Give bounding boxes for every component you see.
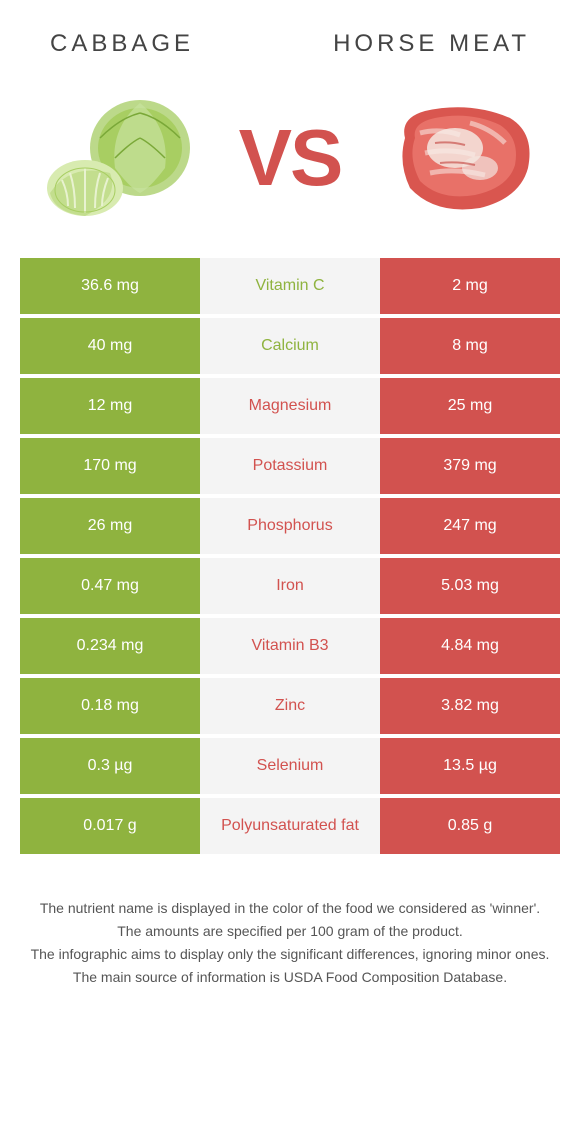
- table-row: 12 mgMagnesium25 mg: [20, 378, 560, 434]
- footer-line: The amounts are specified per 100 gram o…: [30, 921, 550, 942]
- value-left: 36.6 mg: [20, 258, 200, 314]
- nutrient-label: Iron: [200, 558, 380, 614]
- nutrient-label: Selenium: [200, 738, 380, 794]
- value-right: 3.82 mg: [380, 678, 560, 734]
- comparison-table: 36.6 mgVitamin C2 mg40 mgCalcium8 mg12 m…: [20, 258, 560, 854]
- value-left: 170 mg: [20, 438, 200, 494]
- footer-line: The infographic aims to display only the…: [30, 944, 550, 965]
- value-right: 2 mg: [380, 258, 560, 314]
- footer-line: The nutrient name is displayed in the co…: [30, 898, 550, 919]
- title-right: Horse meat: [333, 30, 530, 58]
- value-left: 0.47 mg: [20, 558, 200, 614]
- nutrient-label: Polyunsaturated fat: [200, 798, 380, 854]
- value-left: 26 mg: [20, 498, 200, 554]
- table-row: 36.6 mgVitamin C2 mg: [20, 258, 560, 314]
- value-right: 25 mg: [380, 378, 560, 434]
- footer-line: The main source of information is USDA F…: [30, 967, 550, 988]
- value-left: 40 mg: [20, 318, 200, 374]
- table-row: 40 mgCalcium8 mg: [20, 318, 560, 374]
- nutrient-label: Zinc: [200, 678, 380, 734]
- nutrient-label: Magnesium: [200, 378, 380, 434]
- nutrient-label: Vitamin B3: [200, 618, 380, 674]
- value-left: 0.017 g: [20, 798, 200, 854]
- nutrient-label: Potassium: [200, 438, 380, 494]
- vs-label: VS: [239, 112, 342, 204]
- title-left: Cabbage: [50, 30, 194, 58]
- value-left: 0.234 mg: [20, 618, 200, 674]
- value-right: 13.5 µg: [380, 738, 560, 794]
- cabbage-image: [40, 88, 200, 228]
- value-left: 0.18 mg: [20, 678, 200, 734]
- value-right: 247 mg: [380, 498, 560, 554]
- nutrient-label: Vitamin C: [200, 258, 380, 314]
- value-right: 0.85 g: [380, 798, 560, 854]
- nutrient-label: Calcium: [200, 318, 380, 374]
- table-row: 0.017 gPolyunsaturated fat0.85 g: [20, 798, 560, 854]
- table-row: 0.18 mgZinc3.82 mg: [20, 678, 560, 734]
- value-right: 4.84 mg: [380, 618, 560, 674]
- table-row: 0.47 mgIron5.03 mg: [20, 558, 560, 614]
- table-row: 0.234 mgVitamin B34.84 mg: [20, 618, 560, 674]
- value-right: 5.03 mg: [380, 558, 560, 614]
- meat-image: [380, 88, 540, 228]
- nutrient-label: Phosphorus: [200, 498, 380, 554]
- value-left: 12 mg: [20, 378, 200, 434]
- table-row: 170 mgPotassium379 mg: [20, 438, 560, 494]
- header: Cabbage Horse meat: [0, 0, 580, 68]
- value-left: 0.3 µg: [20, 738, 200, 794]
- value-right: 8 mg: [380, 318, 560, 374]
- table-row: 0.3 µgSelenium13.5 µg: [20, 738, 560, 794]
- value-right: 379 mg: [380, 438, 560, 494]
- footer-notes: The nutrient name is displayed in the co…: [0, 858, 580, 1010]
- table-row: 26 mgPhosphorus247 mg: [20, 498, 560, 554]
- hero: VS: [0, 68, 580, 258]
